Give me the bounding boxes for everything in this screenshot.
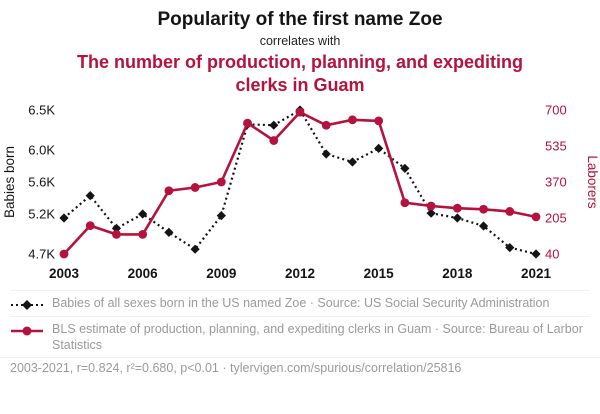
black-diamond-dotted-line-icon [11,300,43,310]
circle-marker [85,221,95,231]
left-axis-title: Babies born [2,146,17,218]
circle-marker [59,249,69,259]
diamond-marker [321,149,331,159]
x-axis-tick-label: 2012 [285,266,315,281]
diamond-marker [531,249,541,259]
circle-marker [531,212,541,222]
circle-marker [295,107,305,117]
page-title: Popularity of the first name Zoe [157,9,443,30]
circle-marker [348,115,357,125]
right-axis-tick-label: 40 [545,247,559,262]
legend-label-clerks: BLS estimate of production, planning, an… [52,322,583,352]
connector-text: correlates with [259,34,341,48]
diamond-marker [111,223,122,233]
circle-marker [479,204,488,214]
right-axis-title: Laborers [585,155,600,209]
circle-marker [505,207,515,216]
legend-item-babies: Babies of all sexes born in the US named… [10,290,590,316]
legend-item-clerks: BLS estimate of production, planning, an… [10,316,590,357]
diamond-marker [452,213,462,223]
x-axis-tick-label: 2015 [364,266,395,281]
circle-marker [321,120,331,130]
circle-marker [374,116,384,126]
diamond-marker [138,209,148,219]
diamond-marker [426,208,436,218]
legend-label-babies: Babies of all sexes born in the US named… [52,296,550,310]
x-axis-tick-label: 2006 [128,266,159,281]
diamond-marker [505,243,515,253]
diamond-marker [269,120,279,130]
series-line-diamond [63,108,537,256]
right-axis-tick-label: 205 [545,211,567,226]
left-axis-tick-label: 4.7K [28,247,55,262]
x-axis-tick-label: 2018 [442,266,473,281]
series-line-circle [63,110,537,255]
diamond-marker [347,157,358,167]
footer-stats: 2003-2021, r=0.824, r²=0.680, p<0.01 · t… [0,357,600,378]
circle-marker [243,118,252,128]
chart-header: Popularity of the first name Zoe correla… [0,0,600,96]
diamond-marker [190,244,200,254]
chart-canvas: 4.7K 5.2K 5.6K 6.0K 6.5K 40 205 370 535 700 2003 20… [2,103,600,282]
dual-axis-line-chart: 4.7K 5.2K 5.6K 6.0K 6.5K 40 205 370 535 700 2003 20… [0,98,600,288]
circle-marker [190,183,200,192]
circle-marker [112,229,121,239]
right-axis-tick-label: 535 [545,139,567,154]
diamond-marker [400,163,410,173]
x-axis-tick-label: 2009 [206,266,236,281]
circle-marker [400,198,410,208]
footer-link: tylervigen.com/spurious/correlation/2581… [230,361,462,376]
diamond-marker [216,211,226,221]
circle-marker [138,229,148,239]
circle-marker [269,136,279,145]
left-axis-tick-label: 6.0K [28,143,55,158]
red-circle-solid-line-icon [11,326,43,336]
diamond-marker [164,227,174,237]
footer-stats-text: 2003-2021, r=0.824, r²=0.680, p<0.01 [10,361,219,376]
circle-marker [164,186,174,196]
x-axis-tick-label: 2003 [49,266,80,281]
diamond-marker [85,191,95,201]
chart-legend: Babies of all sexes born in the US named… [0,288,600,357]
left-axis-tick-label: 5.2K [28,207,55,222]
correlated-variable-title: The number of production, planning, and … [77,52,523,95]
circle-marker [426,201,436,211]
right-axis-tick-label: 370 [545,175,567,190]
left-axis-tick-label: 5.6K [28,175,55,190]
circle-marker [216,177,226,187]
x-axis-tick-label: 2021 [521,266,552,281]
circle-marker [452,203,462,213]
right-axis-tick-label: 700 [545,103,567,118]
diamond-marker [478,221,489,231]
diamond-marker [374,143,384,153]
left-axis-tick-label: 6.5K [28,103,55,118]
footer-separator: · [222,361,227,376]
diamond-marker [59,213,69,223]
